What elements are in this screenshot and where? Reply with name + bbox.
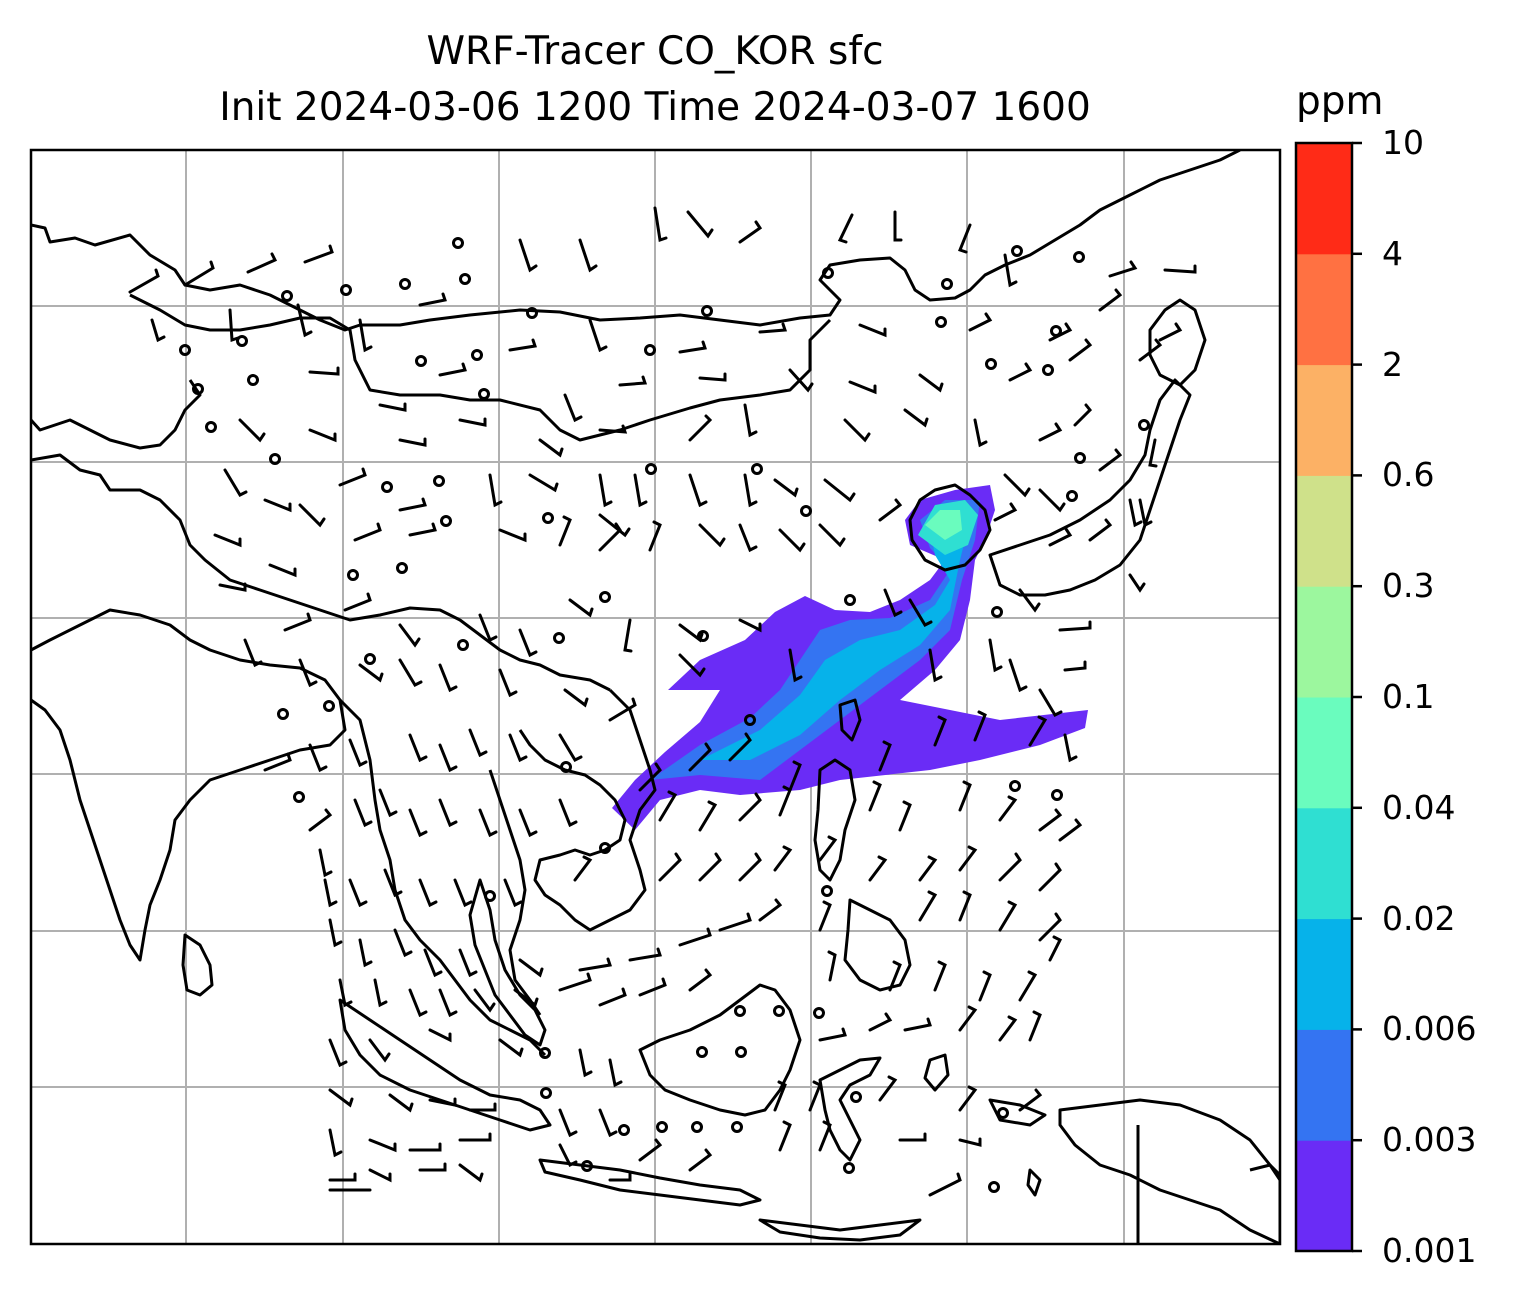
- colorbar-tick-label: 0.04: [1382, 787, 1456, 827]
- colorbar-tick-label: 10: [1382, 123, 1424, 162]
- wind-barbs: [128, 206, 1197, 1197]
- co-tracer-plume: [612, 485, 1088, 830]
- colorbar-band: [1296, 586, 1352, 698]
- colorbar-ticks: [1352, 141, 1362, 1253]
- map-title-line1: WRF-Tracer CO_KOR sfc: [426, 29, 884, 74]
- colorbar-band: [1296, 1029, 1352, 1141]
- colorbar-band: [1296, 918, 1352, 1030]
- colorbar-tick-label: 2: [1382, 344, 1403, 384]
- colorbar-unit-label: ppm: [1296, 79, 1384, 124]
- colorbar-band: [1296, 475, 1352, 587]
- colorbar-band: [1296, 364, 1352, 476]
- map-frame: [29, 148, 1282, 1246]
- colorbar-band: [1296, 253, 1352, 366]
- colorbar-tick-label: 0.6: [1382, 455, 1435, 495]
- colorbar-band: [1296, 807, 1352, 920]
- colorbar-band: [1296, 143, 1352, 255]
- colorbar-tick-label: 0.1: [1382, 677, 1435, 716]
- colorbar-tick-label: 0.003: [1382, 1120, 1477, 1160]
- colorbar: [1296, 143, 1352, 1252]
- colorbar-tick-label: 0.3: [1382, 566, 1435, 606]
- colorbar-band: [1296, 1140, 1352, 1252]
- map-title-line2: Init 2024-03-06 1200 Time 2024-03-07 160…: [219, 85, 1091, 130]
- colorbar-tick-label: 0.006: [1382, 1009, 1477, 1049]
- colorbar-tick-label: 4: [1382, 233, 1403, 273]
- colorbar-band: [1296, 697, 1352, 809]
- colorbar-tick-label: 0.001: [1382, 1231, 1477, 1270]
- colorbar-tick-label: 0.02: [1382, 898, 1456, 938]
